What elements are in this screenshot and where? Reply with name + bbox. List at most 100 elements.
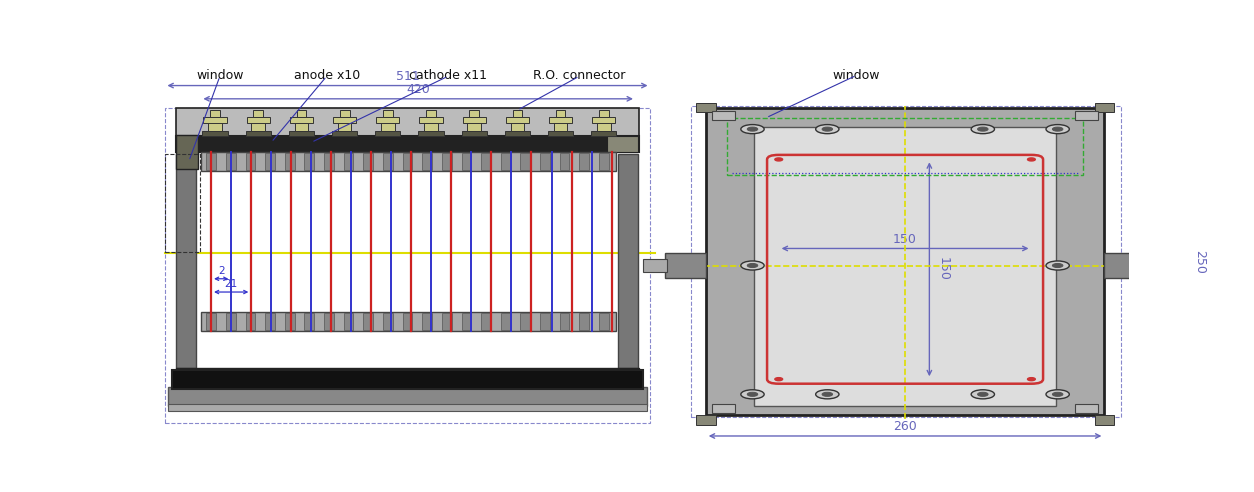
Bar	[176, 135, 198, 169]
Text: 150: 150	[893, 233, 917, 246]
Bar	[164, 108, 651, 423]
Bar	[334, 118, 356, 123]
Bar	[172, 370, 643, 389]
Circle shape	[747, 127, 757, 131]
Bar	[426, 110, 436, 118]
Bar	[607, 136, 638, 152]
Bar	[423, 313, 431, 330]
Bar	[500, 313, 510, 330]
Bar	[305, 153, 315, 170]
Bar	[332, 131, 357, 136]
Bar	[246, 313, 256, 330]
Bar	[1095, 103, 1114, 112]
Bar	[364, 153, 374, 170]
Circle shape	[775, 378, 782, 381]
Circle shape	[1052, 127, 1063, 131]
Bar	[168, 388, 647, 406]
Circle shape	[741, 124, 764, 134]
Bar	[226, 313, 236, 330]
Bar	[423, 153, 431, 170]
Bar	[706, 108, 1105, 415]
Bar	[419, 118, 443, 123]
Bar	[337, 122, 351, 131]
Bar	[208, 122, 222, 131]
Bar	[252, 122, 265, 131]
Bar	[253, 110, 263, 118]
Circle shape	[823, 127, 833, 131]
Bar	[424, 122, 438, 131]
Bar	[468, 122, 482, 131]
Circle shape	[1046, 124, 1070, 134]
Text: 250: 250	[1193, 250, 1206, 274]
Bar	[712, 404, 735, 413]
Bar	[696, 415, 716, 425]
Bar	[1105, 253, 1145, 277]
Bar	[419, 131, 444, 136]
Circle shape	[815, 390, 839, 399]
Bar	[382, 313, 393, 330]
Bar	[340, 110, 350, 118]
Bar	[505, 118, 529, 123]
Bar	[382, 110, 393, 118]
Bar	[297, 110, 306, 118]
Bar	[696, 103, 716, 112]
Text: 511: 511	[395, 69, 419, 83]
Bar	[211, 110, 219, 118]
Bar	[548, 131, 573, 136]
Bar	[554, 122, 567, 131]
Bar	[375, 131, 400, 136]
Bar	[381, 122, 395, 131]
Circle shape	[823, 392, 833, 397]
Circle shape	[1027, 378, 1036, 381]
Bar	[226, 153, 236, 170]
Bar	[618, 154, 638, 368]
Text: 2: 2	[218, 266, 224, 276]
Bar	[290, 118, 314, 123]
Bar	[203, 118, 227, 123]
Bar	[642, 259, 667, 273]
Bar	[324, 313, 334, 330]
Bar	[520, 153, 530, 170]
Bar	[599, 153, 608, 170]
Bar	[712, 111, 735, 120]
Bar	[168, 404, 647, 411]
Bar	[265, 313, 275, 330]
Bar	[265, 153, 275, 170]
Bar	[176, 154, 196, 368]
Bar	[202, 131, 228, 136]
Bar	[441, 313, 451, 330]
Bar	[246, 131, 271, 136]
Bar	[520, 313, 530, 330]
Bar	[592, 118, 616, 123]
Bar	[599, 110, 608, 118]
Text: 260: 260	[893, 420, 917, 433]
Bar	[1075, 111, 1099, 120]
Bar	[166, 154, 199, 252]
Circle shape	[741, 261, 764, 270]
Bar	[1095, 415, 1114, 425]
Bar	[403, 313, 413, 330]
Bar	[288, 131, 314, 136]
Bar	[247, 118, 270, 123]
Circle shape	[1046, 390, 1070, 399]
Circle shape	[971, 124, 994, 134]
Text: R.O. connector: R.O. connector	[533, 68, 626, 82]
Circle shape	[978, 392, 988, 397]
Bar	[207, 313, 216, 330]
Bar	[1075, 404, 1099, 413]
Bar	[597, 122, 611, 131]
Bar	[755, 127, 1056, 406]
Circle shape	[1046, 261, 1070, 270]
Bar	[505, 131, 530, 136]
Text: anode x10: anode x10	[293, 68, 360, 82]
Bar	[324, 153, 334, 170]
Bar	[364, 313, 374, 330]
Bar	[202, 152, 617, 171]
Circle shape	[747, 263, 757, 268]
Text: 150: 150	[937, 257, 949, 281]
Text: 420: 420	[406, 83, 430, 96]
Circle shape	[1052, 392, 1063, 397]
Bar	[500, 153, 510, 170]
Circle shape	[971, 390, 994, 399]
Text: window: window	[833, 68, 880, 82]
